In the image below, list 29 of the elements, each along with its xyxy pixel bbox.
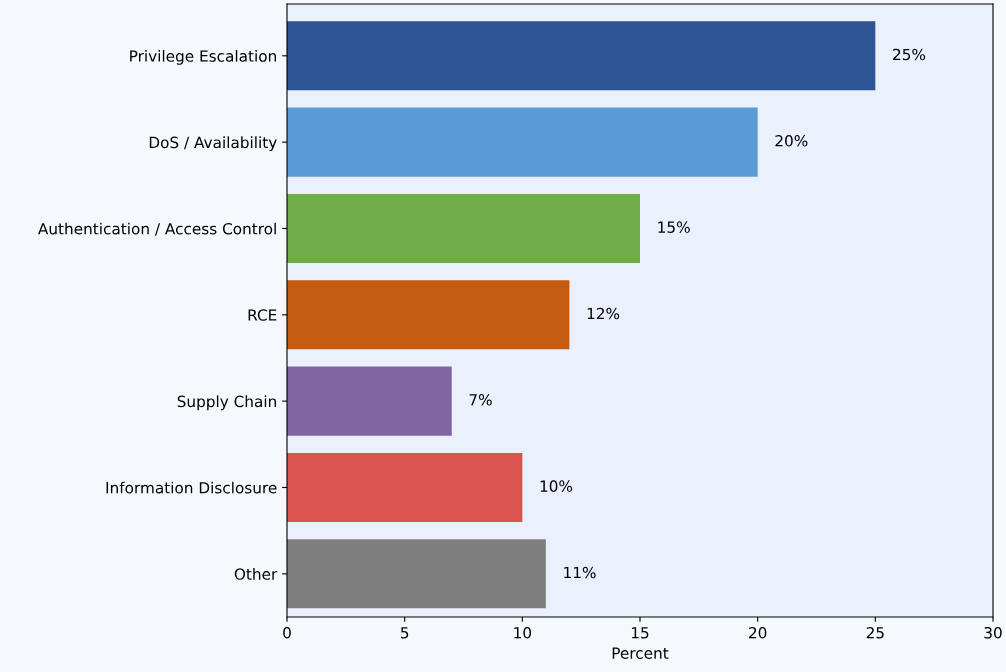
x-tick-label: 10 <box>514 626 532 639</box>
x-tick-label: 0 <box>283 626 291 639</box>
y-tick-label: Information Disclosure <box>106 481 277 494</box>
y-tick-label: Other <box>234 568 278 580</box>
x-tick-label: 25 <box>866 626 884 639</box>
data-label: 25% <box>893 48 926 61</box>
data-label: 11% <box>564 566 596 579</box>
y-tick-label: Supply Chain <box>177 395 276 411</box>
data-label: 15% <box>658 221 690 233</box>
bar <box>287 21 876 91</box>
x-axis-title: Percent <box>612 647 669 659</box>
y-tick-label: Privilege Escalation <box>130 50 276 65</box>
bar <box>287 452 523 523</box>
bar <box>287 539 546 609</box>
x-tick-label: 5 <box>400 627 409 639</box>
bar <box>287 107 758 177</box>
bar <box>287 193 640 264</box>
data-label: 7% <box>469 394 492 406</box>
x-tick-label: 20 <box>749 626 767 639</box>
bar <box>287 366 452 436</box>
y-tick-label: Authentication / Access Control <box>38 222 276 236</box>
y-tick-label: RCE <box>248 309 277 321</box>
data-label: 20% <box>775 135 808 147</box>
data-label: 10% <box>540 480 573 492</box>
bar <box>287 280 570 350</box>
x-tick-label: 30 <box>984 626 1002 639</box>
data-label: 12% <box>587 307 620 320</box>
y-tick-label: DoS / Availability <box>149 136 277 152</box>
x-tick-label: 15 <box>631 627 649 639</box>
